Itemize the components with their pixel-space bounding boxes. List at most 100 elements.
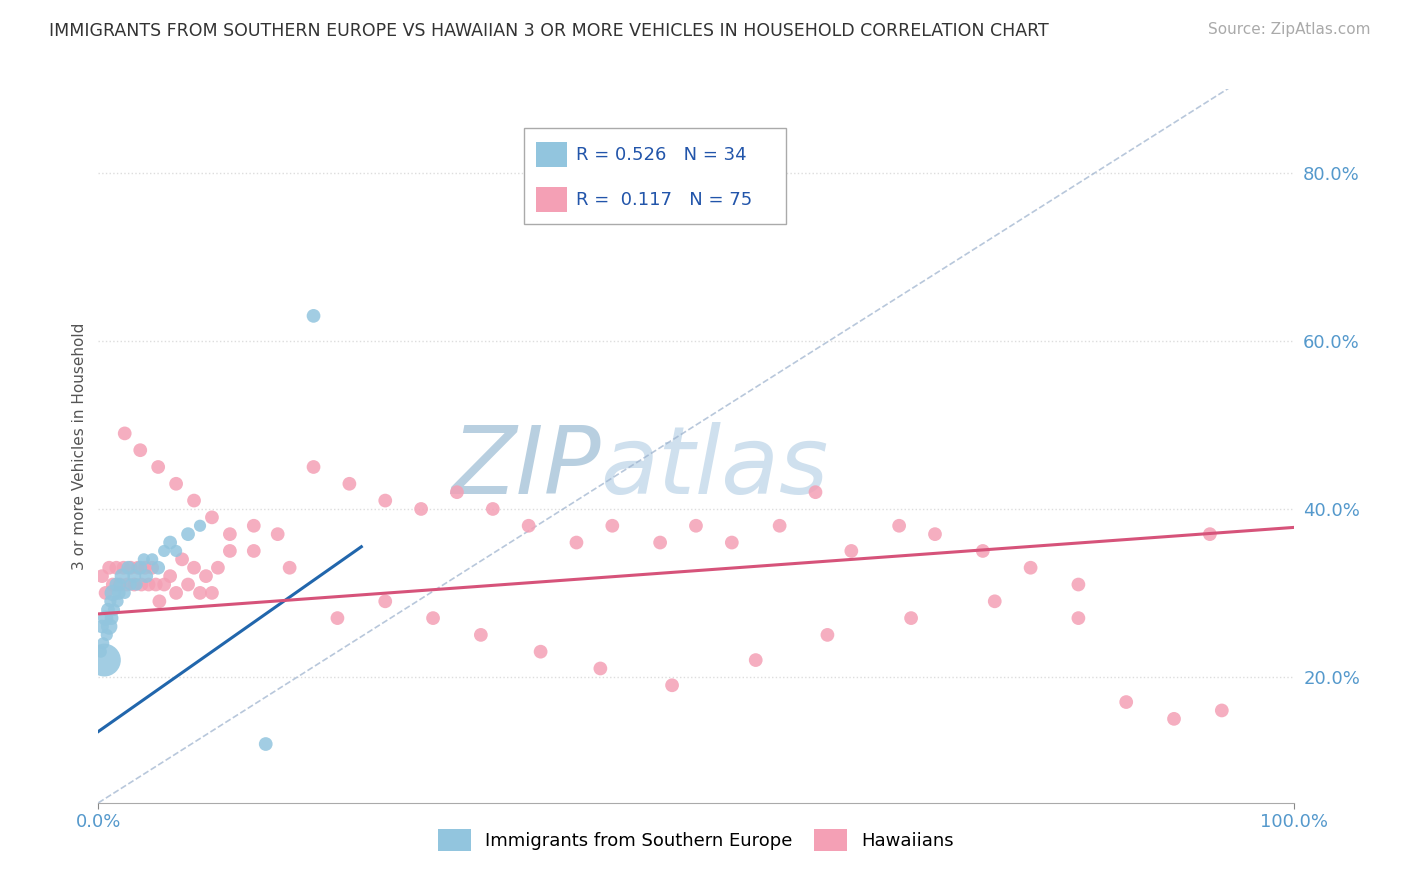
Point	[153, 544, 176, 558]
Point	[124, 577, 146, 591]
Point	[132, 552, 155, 566]
Point	[188, 586, 211, 600]
Point	[131, 577, 153, 591]
Point	[768, 518, 790, 533]
Point	[1019, 560, 1042, 574]
Point	[105, 560, 128, 574]
Point	[243, 518, 266, 533]
Point	[138, 577, 160, 591]
Point	[267, 527, 290, 541]
Point	[1199, 527, 1222, 541]
Point	[100, 611, 122, 625]
Point	[165, 544, 187, 558]
Point	[159, 535, 181, 549]
Point	[98, 560, 121, 574]
Point	[165, 586, 187, 600]
Point	[530, 645, 553, 659]
Point	[972, 544, 994, 558]
Point	[815, 628, 838, 642]
Point	[96, 628, 118, 642]
Point	[112, 560, 135, 574]
Point	[278, 560, 301, 574]
Point	[1163, 712, 1185, 726]
Point	[94, 586, 117, 600]
Point	[108, 577, 131, 591]
Point	[153, 577, 176, 591]
Point	[219, 527, 242, 541]
Text: atlas: atlas	[600, 422, 828, 513]
Point	[470, 628, 492, 642]
Point	[97, 603, 120, 617]
Point	[107, 586, 129, 600]
Point	[411, 502, 433, 516]
Text: R =  0.117   N = 75: R = 0.117 N = 75	[576, 191, 752, 209]
Point	[589, 661, 612, 675]
Point	[201, 586, 224, 600]
Point	[98, 619, 121, 633]
Point	[177, 527, 200, 541]
Point	[446, 485, 468, 500]
Point	[165, 476, 187, 491]
Point	[602, 518, 624, 533]
Point	[90, 645, 112, 659]
Point	[721, 535, 744, 549]
Point	[374, 594, 396, 608]
Point	[254, 737, 277, 751]
Point	[243, 544, 266, 558]
Point	[135, 569, 157, 583]
Point	[103, 603, 125, 617]
Point	[374, 493, 396, 508]
Point	[120, 560, 142, 574]
Point	[114, 426, 136, 441]
Point	[339, 476, 361, 491]
Point	[565, 535, 588, 549]
Point	[804, 485, 827, 500]
Point	[105, 577, 128, 591]
Point	[145, 577, 167, 591]
Point	[148, 460, 170, 475]
Point	[207, 560, 229, 574]
Point	[889, 518, 911, 533]
Point	[984, 594, 1007, 608]
Point	[661, 678, 683, 692]
Point	[129, 560, 152, 574]
Point	[159, 569, 181, 583]
Point	[94, 611, 117, 625]
Point	[195, 569, 218, 583]
Point	[648, 535, 672, 549]
Text: IMMIGRANTS FROM SOUTHERN EUROPE VS HAWAIIAN 3 OR MORE VEHICLES IN HOUSEHOLD CORR: IMMIGRANTS FROM SOUTHERN EUROPE VS HAWAI…	[49, 22, 1049, 40]
Point	[148, 594, 170, 608]
Point	[107, 594, 129, 608]
Point	[183, 560, 205, 574]
Point	[114, 586, 136, 600]
Point	[422, 611, 444, 625]
Point	[183, 493, 205, 508]
Point	[900, 611, 922, 625]
Point	[91, 619, 114, 633]
Y-axis label: 3 or more Vehicles in Household: 3 or more Vehicles in Household	[72, 322, 87, 570]
Point	[924, 527, 946, 541]
Point	[125, 577, 148, 591]
Point	[101, 577, 124, 591]
Point	[93, 653, 115, 667]
Point	[108, 577, 131, 591]
Point	[127, 560, 149, 574]
Text: ZIP: ZIP	[451, 422, 600, 513]
Point	[117, 560, 139, 574]
Point	[1211, 703, 1233, 717]
Point	[115, 577, 138, 591]
Point	[1067, 611, 1090, 625]
Point	[302, 460, 325, 475]
Text: Source: ZipAtlas.com: Source: ZipAtlas.com	[1208, 22, 1371, 37]
Point	[124, 569, 146, 583]
Point	[91, 636, 114, 650]
Point	[517, 518, 540, 533]
Point	[134, 560, 156, 574]
Point	[302, 309, 325, 323]
Point	[481, 502, 505, 516]
Point	[172, 552, 194, 566]
Point	[841, 544, 863, 558]
Point	[326, 611, 349, 625]
Point	[98, 594, 122, 608]
Point	[201, 510, 224, 524]
